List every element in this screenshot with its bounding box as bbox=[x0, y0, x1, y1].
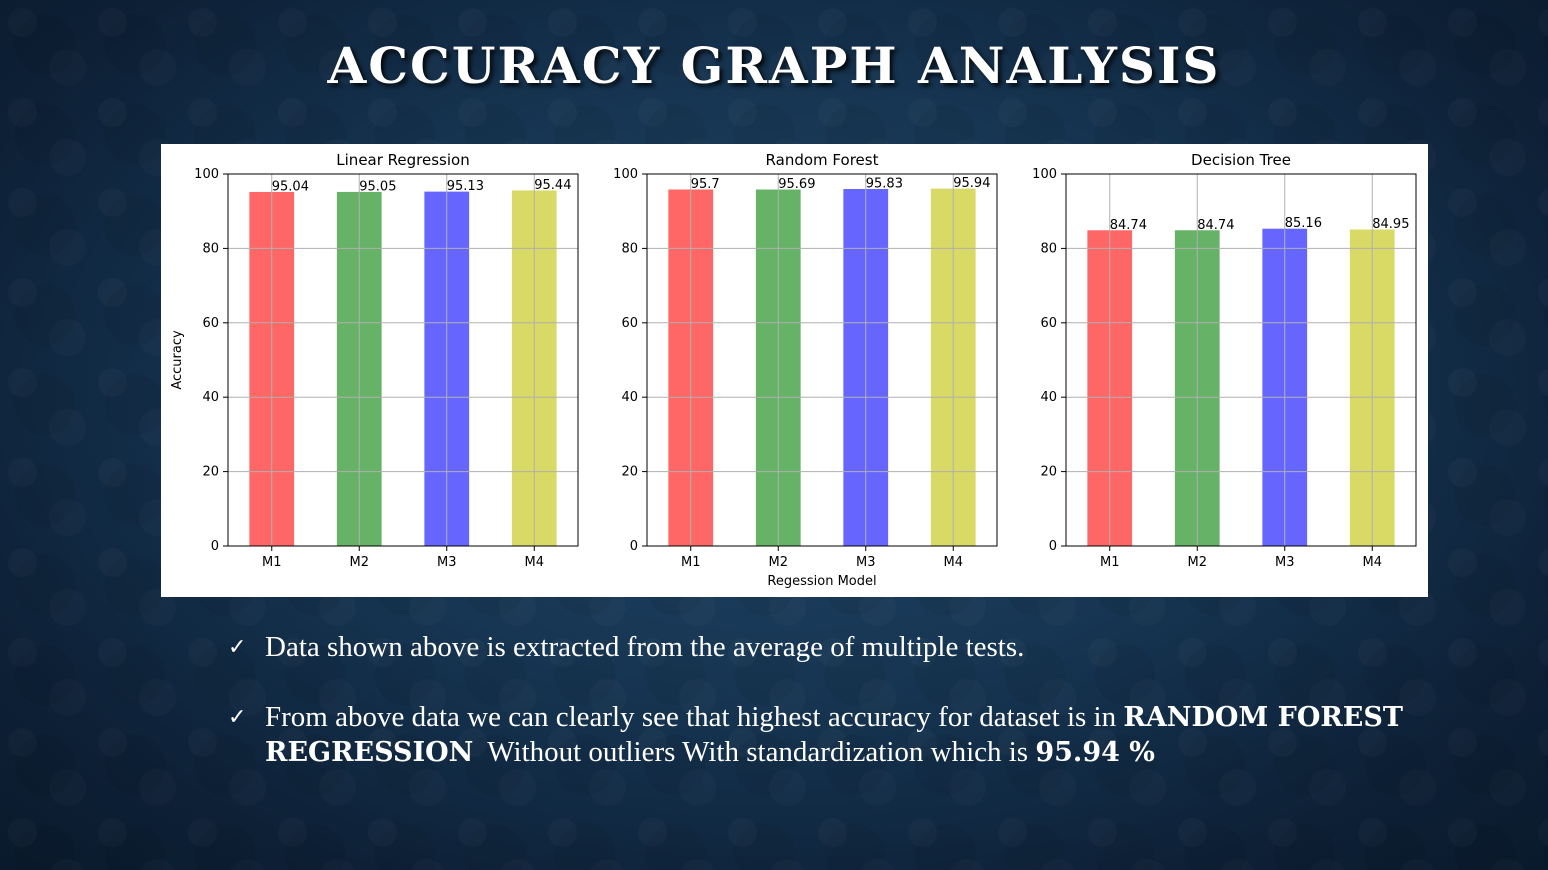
bullet-text: From above data we can clearly see that … bbox=[265, 700, 1428, 770]
x-tick-label: M4 bbox=[525, 555, 545, 570]
y-tick-label: 0 bbox=[630, 539, 638, 554]
model-name-highlight: RANDOM FOREST REGRESSION bbox=[265, 702, 1403, 768]
chart-title: Linear Regression bbox=[336, 151, 469, 169]
x-tick-label: M1 bbox=[1100, 555, 1120, 570]
y-tick-label: 0 bbox=[1049, 539, 1057, 554]
checkmark-icon: ✓ bbox=[228, 705, 247, 730]
bullet-item: ✓ Data shown above is extracted from the… bbox=[228, 630, 1428, 665]
y-tick-label: 40 bbox=[202, 390, 219, 405]
y-tick-label: 100 bbox=[1032, 167, 1057, 182]
y-tick-label: 20 bbox=[621, 465, 638, 480]
y-tick-label: 20 bbox=[1040, 465, 1057, 480]
data-label: 95.7 bbox=[691, 177, 720, 192]
data-label: 84.95 bbox=[1372, 217, 1409, 232]
x-tick-label: M2 bbox=[1188, 555, 1208, 570]
data-label: 85.16 bbox=[1285, 216, 1322, 231]
checkmark-icon: ✓ bbox=[228, 635, 247, 660]
data-label: 95.13 bbox=[447, 179, 484, 194]
y-tick-label: 60 bbox=[621, 316, 638, 331]
axes-frame bbox=[227, 173, 579, 547]
data-label: 95.05 bbox=[359, 179, 396, 194]
y-tick-label: 60 bbox=[1040, 316, 1057, 331]
y-tick-label: 40 bbox=[621, 390, 638, 405]
y-tick-label: 80 bbox=[202, 241, 219, 256]
bullet-text-part: From above data we can clearly see that … bbox=[265, 701, 1124, 733]
chart-title: Decision Tree bbox=[1191, 151, 1291, 169]
bullet-list: ✓ Data shown above is extracted from the… bbox=[228, 630, 1428, 805]
y-tick-label: 100 bbox=[613, 167, 638, 182]
bullet-text: Data shown above is extracted from the a… bbox=[265, 631, 1025, 663]
accuracy-value-highlight: 95.94 % bbox=[1035, 737, 1155, 768]
y-tick-label: 60 bbox=[202, 316, 219, 331]
bullet-item: ✓ From above data we can clearly see tha… bbox=[228, 700, 1428, 770]
x-tick-label: M1 bbox=[681, 555, 701, 570]
slide-title: ACCURACY GRAPH ANALYSIS bbox=[327, 36, 1221, 95]
x-axis-label: Regession Model bbox=[767, 574, 876, 589]
chart-panel: 0 20 40 60 80 100 M1 M2 M3 M4 95.04 95.05 95.13 95.44… bbox=[161, 144, 1428, 597]
chart-title: Random Forest bbox=[766, 151, 879, 169]
y-tick-label: 40 bbox=[1040, 390, 1057, 405]
x-tick-label: M4 bbox=[1363, 555, 1383, 570]
x-tick-label: M1 bbox=[262, 555, 282, 570]
x-tick-label: M4 bbox=[944, 555, 964, 570]
y-tick-label: 20 bbox=[202, 465, 219, 480]
x-tick-label: M3 bbox=[1275, 555, 1295, 570]
x-tick-label: M3 bbox=[437, 555, 457, 570]
y-tick-label: 80 bbox=[1040, 241, 1057, 256]
charts-figure: 0 20 40 60 80 100 M1 M2 M3 M4 95.04 95.05 95.13 95.44… bbox=[170, 151, 1417, 589]
data-label: 84.74 bbox=[1110, 218, 1147, 233]
axes-frame bbox=[646, 173, 998, 547]
axes-frame bbox=[1065, 173, 1417, 547]
x-tick-label: M2 bbox=[769, 555, 789, 570]
bullet-text-part: Without outliers With standardization wh… bbox=[473, 736, 1036, 768]
data-label: 95.69 bbox=[778, 177, 815, 192]
data-label: 95.83 bbox=[866, 177, 903, 192]
y-axis-label: Accuracy bbox=[170, 330, 185, 390]
y-tick-label: 0 bbox=[211, 539, 219, 554]
data-label: 95.44 bbox=[534, 178, 571, 193]
y-tick-label: 80 bbox=[621, 241, 638, 256]
data-label: 84.74 bbox=[1197, 218, 1234, 233]
x-tick-label: M3 bbox=[856, 555, 876, 570]
x-tick-label: M2 bbox=[350, 555, 370, 570]
data-label: 95.04 bbox=[272, 179, 309, 194]
y-tick-label: 100 bbox=[194, 167, 219, 182]
data-label: 95.94 bbox=[953, 176, 990, 191]
